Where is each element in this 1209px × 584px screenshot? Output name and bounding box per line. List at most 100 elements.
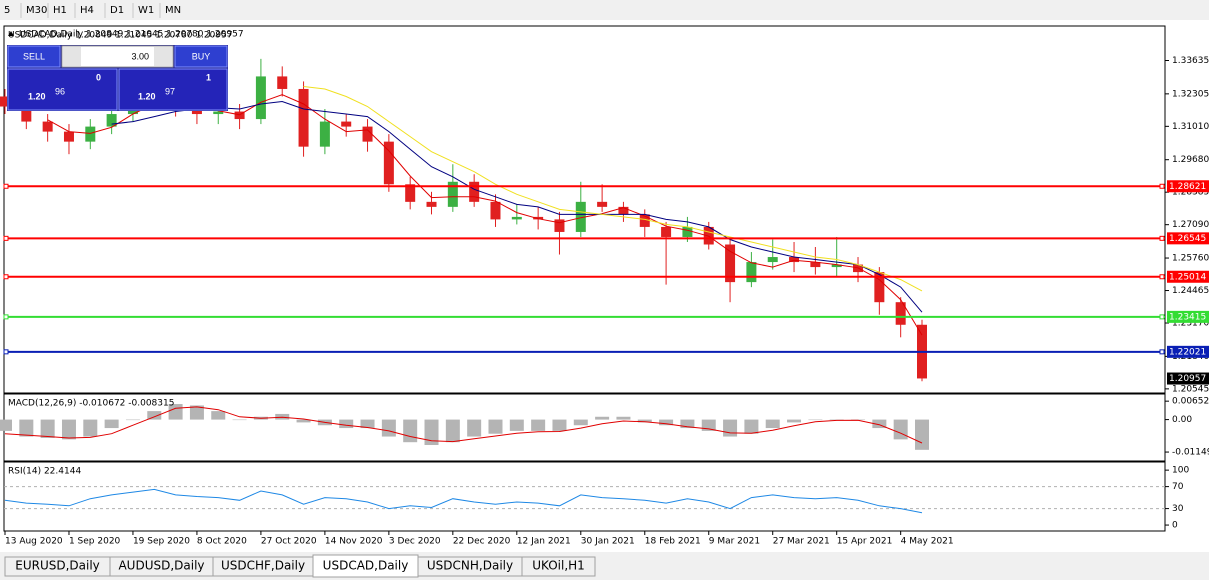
indicator-line bbox=[4, 406, 923, 444]
candle-body bbox=[0, 96, 10, 107]
macd-bar bbox=[808, 419, 823, 421]
candle-body bbox=[63, 131, 74, 142]
macd-bar bbox=[403, 419, 418, 443]
level-handle[interactable] bbox=[1159, 183, 1165, 189]
tab-bar: EURUSD,Daily AUDUSD,Daily USDCHF,Daily USDC… bbox=[4, 554, 596, 578]
timeframe-button[interactable]: W1 bbox=[138, 5, 154, 16]
level-label: 1.22021 bbox=[1169, 347, 1206, 357]
tab[interactable] bbox=[521, 556, 596, 577]
buy-button[interactable] bbox=[174, 45, 228, 68]
macd-bar bbox=[680, 419, 695, 429]
macd-bar bbox=[701, 419, 716, 431]
y-tick-label: 1.33635 bbox=[1172, 56, 1209, 66]
tab-label: AUDUSD,Daily bbox=[118, 559, 204, 573]
x-tick-label: 15 Apr 2021 bbox=[837, 537, 893, 547]
macd-bar bbox=[509, 419, 524, 431]
x-tick-label: 27 Mar 2021 bbox=[773, 537, 830, 547]
macd-bar bbox=[872, 419, 887, 429]
y-tick-label: 1.32305 bbox=[1172, 89, 1209, 99]
level-handle[interactable] bbox=[1159, 314, 1165, 320]
macd-bar bbox=[339, 419, 354, 429]
buy-price-box[interactable] bbox=[118, 68, 228, 111]
candle-body bbox=[746, 262, 757, 283]
tab-label: EURUSD,Daily bbox=[15, 559, 100, 573]
trade-panel: SELL 3.00 BUY 1.20 96 0 1.20 97 1 bbox=[7, 45, 228, 111]
lots-input[interactable] bbox=[61, 45, 174, 68]
timeframe-button[interactable]: 5 bbox=[4, 5, 10, 16]
macd-bar bbox=[765, 419, 780, 429]
macd-bar bbox=[595, 416, 610, 420]
tab-label: USDCNH,Daily bbox=[427, 559, 513, 573]
sell-prefix: 1.20 bbox=[28, 91, 46, 101]
sell-button[interactable] bbox=[7, 45, 61, 68]
x-tick-label: 13 Aug 2020 bbox=[5, 537, 63, 547]
y-tick-label: 1.23170 bbox=[1172, 319, 1209, 329]
level-label-bg bbox=[1167, 180, 1209, 193]
level-handle[interactable] bbox=[3, 314, 9, 320]
macd-bar bbox=[40, 419, 55, 438]
y-tick-label: 0.00652 bbox=[1172, 397, 1209, 407]
candle-body bbox=[213, 111, 224, 115]
plots: 1.33635 1.32305 1.31010 1.29680 1.28385 1.270… bbox=[0, 31, 1209, 547]
candle-body bbox=[490, 201, 501, 220]
candle-body bbox=[511, 216, 522, 220]
indicator-line bbox=[4, 488, 923, 514]
x-tick-label: 8 Oct 2020 bbox=[197, 537, 247, 547]
macd-bar bbox=[104, 419, 119, 429]
macd-bar bbox=[125, 419, 140, 421]
candle-body bbox=[362, 126, 373, 142]
timeframe-button[interactable]: MN bbox=[165, 5, 181, 16]
macd-bar bbox=[616, 416, 631, 420]
macd-bar bbox=[211, 411, 226, 420]
macd-bar bbox=[147, 411, 162, 420]
buy-prefix: 1.20 bbox=[138, 91, 156, 101]
lots-down[interactable] bbox=[63, 47, 81, 66]
candle-body bbox=[661, 226, 672, 237]
price-frame bbox=[3, 25, 1166, 394]
level-handle[interactable] bbox=[3, 274, 9, 280]
candle-body bbox=[789, 257, 800, 263]
x-tick-label: 27 Oct 2020 bbox=[261, 537, 317, 547]
candle-body bbox=[85, 126, 96, 142]
candle-body bbox=[405, 184, 416, 202]
candle-body bbox=[319, 121, 330, 147]
level-label-bg bbox=[1167, 232, 1209, 245]
level-handle[interactable] bbox=[3, 349, 9, 355]
candle-body bbox=[255, 76, 266, 120]
timeframe-button[interactable]: D1 bbox=[110, 5, 124, 16]
collapse-icon[interactable] bbox=[8, 31, 14, 36]
current-price-bg bbox=[1167, 372, 1209, 385]
level-handle[interactable] bbox=[3, 235, 9, 241]
y-tick-label: 30 bbox=[1172, 504, 1184, 514]
level-handle[interactable] bbox=[1159, 235, 1165, 241]
panel-title: RSI(14) 22.4144 bbox=[8, 467, 81, 477]
macd-bar bbox=[467, 419, 482, 437]
candle-body bbox=[42, 121, 53, 132]
panel-title: MACD(12,26,9) -0.010672 -0.008315 bbox=[8, 399, 174, 409]
candle-body bbox=[341, 121, 352, 127]
timeframe-button[interactable]: H4 bbox=[80, 5, 94, 16]
macd-bar bbox=[723, 419, 738, 437]
candle-body bbox=[874, 272, 885, 303]
y-tick-label: 1.25760 bbox=[1172, 254, 1209, 264]
panel-title: USDCAD,Daily 1.20849 1.21045 1.20780 1.2… bbox=[8, 31, 233, 41]
candle-body bbox=[639, 214, 650, 227]
candle-body bbox=[554, 219, 565, 232]
macd-bar bbox=[360, 419, 375, 429]
level-handle[interactable] bbox=[1159, 349, 1165, 355]
indicator-line bbox=[303, 86, 923, 292]
x-tick-label: 4 May 2021 bbox=[901, 537, 954, 547]
timeframe-button[interactable]: H1 bbox=[53, 5, 67, 16]
y-tick-label: 0 bbox=[1172, 521, 1178, 531]
level-handle[interactable] bbox=[3, 183, 9, 189]
lots-up[interactable] bbox=[154, 47, 172, 66]
level-label-bg bbox=[1167, 310, 1209, 323]
candle-body bbox=[447, 181, 458, 207]
level-handle[interactable] bbox=[1159, 274, 1165, 280]
x-tick-label: 3 Dec 2020 bbox=[389, 537, 441, 547]
sell-price-box[interactable] bbox=[7, 68, 118, 111]
timeframe-button[interactable]: M30 bbox=[26, 5, 47, 16]
candle-body bbox=[597, 201, 608, 207]
